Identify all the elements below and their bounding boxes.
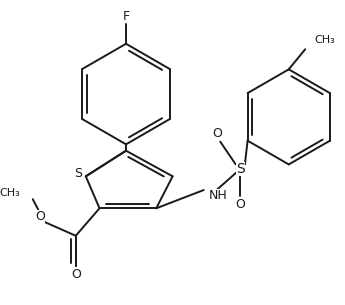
Text: O: O [213,127,223,140]
Text: NH: NH [208,189,227,202]
Text: F: F [122,10,130,23]
Text: O: O [235,198,245,211]
Text: S: S [75,167,82,180]
Text: O: O [71,268,81,281]
Text: S: S [236,162,245,176]
Text: CH₃: CH₃ [314,35,335,45]
Text: O: O [35,210,45,223]
Text: CH₃: CH₃ [0,188,20,198]
